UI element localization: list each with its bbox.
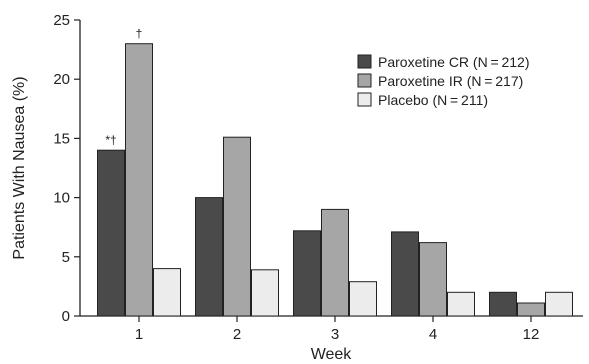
y-tick-label-1: 5 [62,249,70,266]
x-tick-label-3: 4 [429,326,437,343]
y-tick-label-3: 15 [53,130,70,147]
bar-annotation-0: *† [105,133,116,147]
legend-label-0: Paroxetine CR (N = 212) [378,54,530,70]
y-tick-label-4: 20 [53,71,70,88]
bar-series0-week-3 [293,230,321,317]
y-tick-label-2: 10 [53,190,70,207]
x-tick-label-0: 1 [135,326,143,343]
x-tick-label-4: 12 [523,326,540,343]
bars [97,43,573,317]
y-ticks: 0 5 10 15 20 25 [53,12,80,325]
bar-series2-week-4 [447,291,475,317]
legend-swatch-1 [357,73,372,88]
annotations: *† † [105,27,142,148]
x-ticks: 1 2 3 4 12 [135,316,540,343]
bar-series2-week-12 [545,291,573,317]
bar-series0-week-12 [489,291,517,317]
bar-series1-week-3 [321,208,349,317]
legend-label-1: Paroxetine IR (N = 217) [378,73,523,89]
x-tick-label-2: 3 [331,326,339,343]
y-tick-label-0: 0 [62,308,70,325]
bar-series1-week-1 [125,43,153,317]
legend-swatch-2 [357,92,372,107]
bar-series1-week-12 [517,302,545,317]
y-axis-title: Patients With Nausea (%) [11,76,28,259]
bar-series1-week-2 [223,136,251,317]
bar-series0-week-4 [391,231,419,317]
bar-series2-week-1 [153,268,181,317]
x-tick-label-1: 2 [233,326,241,343]
bar-series2-week-2 [251,269,279,317]
bar-series0-week-1 [97,149,125,317]
legend: Paroxetine CR (N = 212) Paroxetine IR (N … [357,54,530,108]
bar-series1-week-4 [419,242,447,317]
legend-label-2: Placebo (N = 211) [378,92,488,108]
legend-swatch-0 [357,54,372,69]
bar-series2-week-3 [349,281,377,317]
bar-series0-week-2 [195,197,223,317]
x-axis-title: Week [311,346,353,363]
y-tick-label-5: 25 [53,12,70,29]
bar-annotation-1: † [136,27,143,41]
